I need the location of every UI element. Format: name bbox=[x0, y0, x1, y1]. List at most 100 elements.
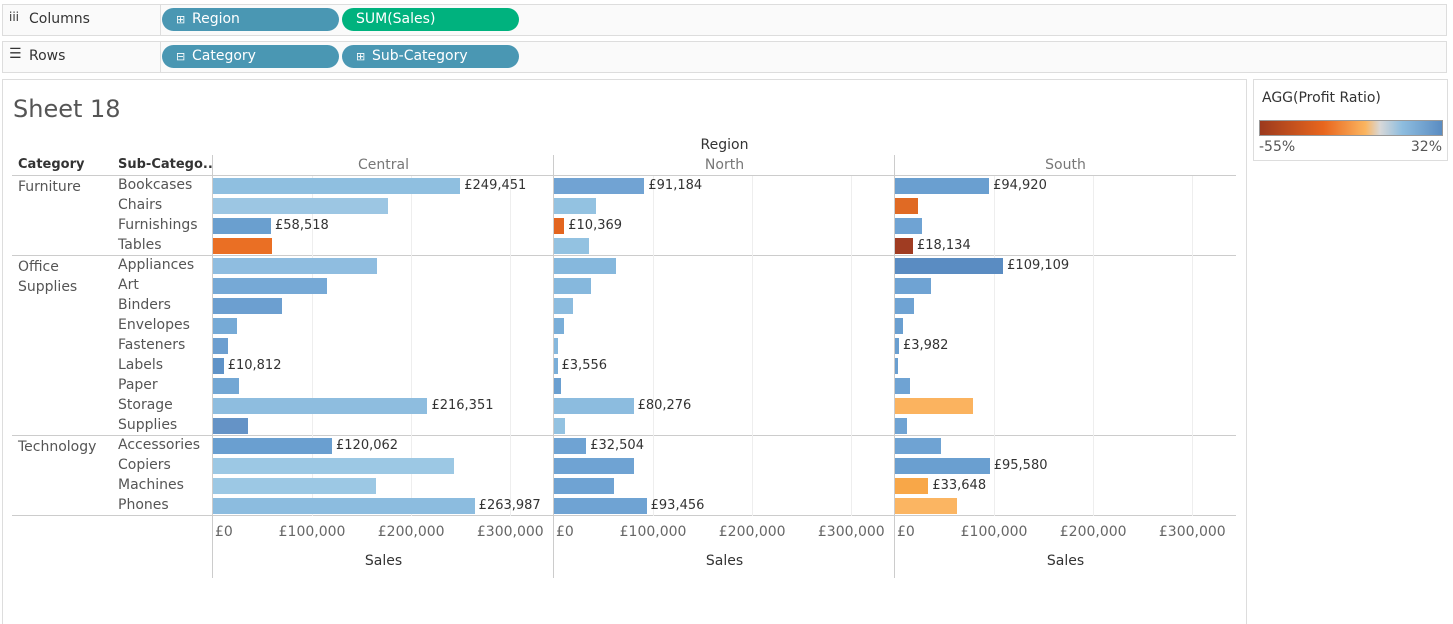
group-separator bbox=[12, 435, 1236, 436]
bar bbox=[554, 178, 645, 194]
bar bbox=[554, 238, 589, 254]
bar bbox=[895, 298, 914, 314]
x-tick-label: £100,000 bbox=[619, 524, 687, 540]
subcategory-label: Furnishings bbox=[118, 217, 198, 233]
subcategory-label: Tables bbox=[118, 237, 162, 253]
bar bbox=[213, 458, 454, 474]
data-label: £3,556 bbox=[561, 358, 608, 373]
bar bbox=[554, 218, 565, 234]
shelf-label: Columns bbox=[29, 11, 90, 27]
grid-line bbox=[752, 176, 754, 516]
shelf-label: Rows bbox=[29, 48, 66, 64]
data-label: £93,456 bbox=[650, 498, 705, 513]
x-tick-label: £0 bbox=[556, 524, 574, 540]
category-label: Technology bbox=[18, 439, 97, 455]
pill[interactable]: SUM(Sales) bbox=[342, 8, 519, 31]
sheet bbox=[2, 79, 1247, 624]
x-tick-label: £0 bbox=[897, 524, 915, 540]
bar bbox=[213, 318, 237, 334]
panel-header: North bbox=[704, 157, 745, 173]
bar bbox=[895, 478, 929, 494]
data-label: £32,504 bbox=[590, 438, 644, 453]
data-label: £18,134 bbox=[916, 238, 971, 253]
pill-label: SUM(Sales) bbox=[356, 11, 436, 27]
panel-header: Central bbox=[358, 157, 409, 173]
grid-line bbox=[1093, 176, 1095, 516]
subcategory-label: Supplies bbox=[118, 417, 178, 433]
data-label: £263,987 bbox=[478, 498, 541, 513]
bar bbox=[554, 398, 634, 414]
bar bbox=[895, 358, 898, 374]
subcategory-label: Envelopes bbox=[118, 317, 190, 333]
subcategory-label: Appliances bbox=[118, 257, 195, 273]
bar bbox=[213, 298, 283, 314]
group-separator bbox=[12, 515, 1236, 516]
category-label: Furniture bbox=[18, 179, 81, 195]
pill-label: Sub-Category bbox=[372, 48, 468, 64]
bar bbox=[895, 378, 910, 394]
data-label: £3,982 bbox=[902, 338, 949, 353]
pill-label: Region bbox=[192, 11, 240, 27]
pill[interactable]: ⊞ Sub-Category bbox=[342, 45, 519, 68]
x-tick-label: £300,000 bbox=[1158, 524, 1226, 540]
pill[interactable]: ⊞ Region bbox=[162, 8, 339, 31]
x-tick-label: £300,000 bbox=[476, 524, 544, 540]
bar bbox=[554, 418, 565, 434]
category-label: Office Supplies bbox=[18, 259, 78, 295]
grid-line bbox=[1192, 176, 1194, 516]
subcategory-label: Binders bbox=[118, 297, 171, 313]
rows-icon: ☰ bbox=[9, 46, 22, 62]
bar bbox=[895, 178, 990, 194]
subcategory-label: Chairs bbox=[118, 197, 163, 213]
bar bbox=[895, 498, 958, 514]
x-axis-title: Sales bbox=[1046, 553, 1085, 569]
x-axis-title: Sales bbox=[705, 553, 744, 569]
bar bbox=[554, 378, 561, 394]
subcategory-label: Phones bbox=[118, 497, 169, 513]
legend-gradient bbox=[1259, 120, 1443, 136]
bar bbox=[895, 238, 913, 254]
data-label: £58,518 bbox=[275, 218, 329, 233]
data-label: £10,369 bbox=[568, 218, 623, 233]
row-header: Sub-Catego.. bbox=[118, 157, 213, 172]
subcategory-label: Copiers bbox=[118, 457, 171, 473]
bar bbox=[554, 358, 558, 374]
subcategory-label: Bookcases bbox=[118, 177, 193, 193]
data-label: £80,276 bbox=[637, 398, 692, 413]
data-label: £95,580 bbox=[993, 458, 1048, 473]
bar bbox=[213, 418, 248, 434]
rows-shelf: ☰ Rows ⊟ Category ⊞ Sub-Category bbox=[2, 41, 1447, 73]
bar bbox=[213, 358, 224, 374]
bar bbox=[213, 218, 271, 234]
chart-title: Sheet 18 bbox=[13, 95, 121, 123]
x-tick-label: £200,000 bbox=[377, 524, 445, 540]
pill[interactable]: ⊟ Category bbox=[162, 45, 339, 68]
columns-shelf: iii Columns ⊞ Region SUM(Sales) bbox=[2, 4, 1447, 36]
data-label: £120,062 bbox=[336, 438, 399, 453]
bar bbox=[213, 198, 389, 214]
bar bbox=[554, 338, 558, 354]
bar bbox=[895, 318, 903, 334]
bar bbox=[213, 178, 461, 194]
x-tick-label: £200,000 bbox=[718, 524, 786, 540]
x-tick-label: £100,000 bbox=[960, 524, 1028, 540]
bar bbox=[895, 338, 899, 354]
legend-max: 32% bbox=[1410, 139, 1442, 155]
grid-line bbox=[411, 176, 413, 516]
bar bbox=[554, 298, 573, 314]
x-tick-label: £200,000 bbox=[1059, 524, 1127, 540]
bar bbox=[213, 278, 327, 294]
bar bbox=[213, 238, 273, 254]
bar bbox=[554, 458, 635, 474]
subcategory-label: Machines bbox=[118, 477, 184, 493]
bar bbox=[213, 498, 475, 514]
bar bbox=[213, 438, 332, 454]
bar bbox=[895, 218, 922, 234]
bar bbox=[213, 258, 377, 274]
bar bbox=[213, 378, 239, 394]
pill-label: Category bbox=[192, 48, 256, 64]
data-label: £94,920 bbox=[993, 178, 1047, 193]
bar bbox=[554, 498, 647, 514]
